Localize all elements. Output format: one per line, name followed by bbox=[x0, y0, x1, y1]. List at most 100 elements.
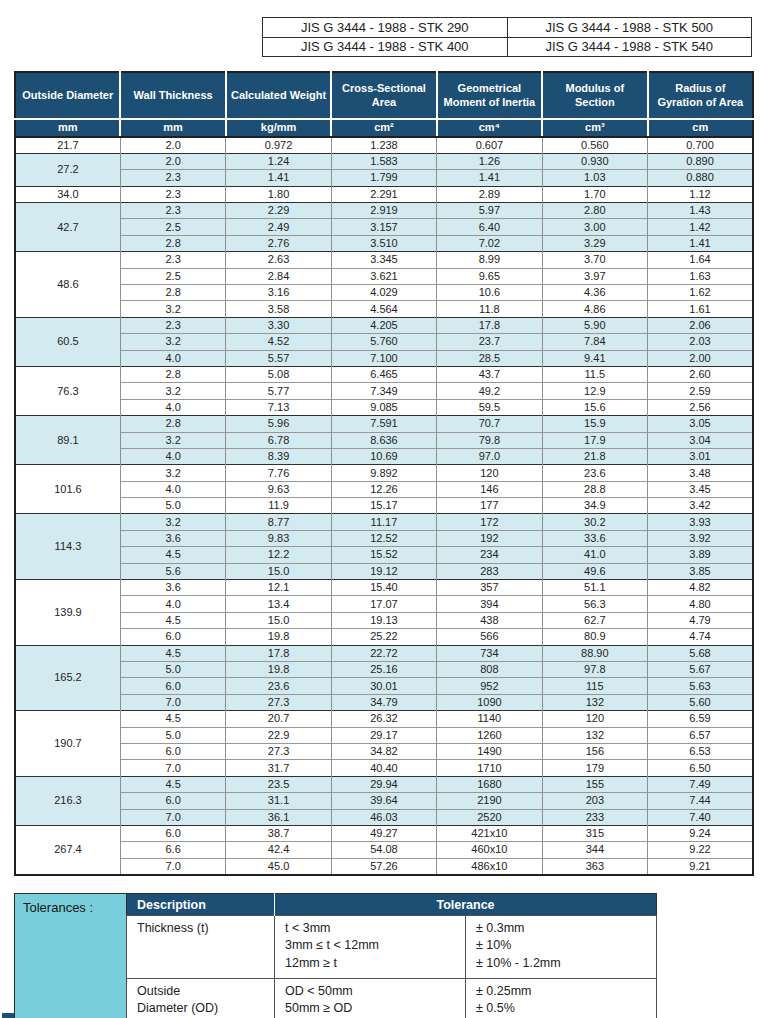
spec-value-cell: 363 bbox=[542, 858, 647, 874]
spec-value-cell: 2.3 bbox=[120, 203, 225, 219]
spec-value-cell: 1.43 bbox=[648, 203, 753, 219]
spec-value-cell: 1.583 bbox=[331, 153, 436, 169]
spec-value-cell: 4.5 bbox=[120, 645, 225, 661]
spec-value-cell: 22.72 bbox=[331, 645, 436, 661]
spec-value-cell: 38.7 bbox=[226, 825, 331, 841]
spec-row: 2.83.164.02910.64.361.62 bbox=[15, 285, 753, 301]
spec-value-cell: 344 bbox=[542, 842, 647, 858]
spec-value-cell: 3.345 bbox=[331, 252, 436, 268]
tolerance-values: ± 0.3mm ± 10% ± 10% - 1.2mm bbox=[466, 916, 657, 979]
outside-diameter-cell: 27.2 bbox=[15, 153, 120, 186]
page-corner-mark bbox=[2, 1013, 14, 1018]
spec-value-cell: 30.2 bbox=[542, 514, 647, 530]
outside-diameter-cell: 60.5 bbox=[15, 317, 120, 366]
spec-value-cell: 57.26 bbox=[331, 858, 436, 874]
spec-value-cell: 6.40 bbox=[437, 219, 542, 235]
tolerance-row-outside-diameter: Outside Diameter (OD) OD < 50mm 50mm ≥ O… bbox=[127, 978, 657, 1018]
tolerances-label: Tolerances : bbox=[14, 893, 126, 1018]
spec-row: 21.72.00.9721.2380.6070.5600.700 bbox=[15, 137, 753, 153]
spec-value-cell: 2.8 bbox=[120, 285, 225, 301]
spec-value-cell: 28.5 bbox=[437, 350, 542, 366]
spec-value-cell: 177 bbox=[437, 498, 542, 514]
column-title: Geometrical Moment of Inertia bbox=[437, 72, 542, 119]
spec-value-cell: 2.291 bbox=[331, 186, 436, 202]
spec-value-cell: 1490 bbox=[437, 743, 542, 759]
spec-value-cell: 19.8 bbox=[226, 629, 331, 645]
spec-value-cell: 1.41 bbox=[226, 170, 331, 186]
spec-row: 4.013.417.0739456.34.80 bbox=[15, 596, 753, 612]
spec-value-cell: 3.2 bbox=[120, 301, 225, 317]
catalog-page: JIS G 3444 - 1988 - STK 290 JIS G 3444 -… bbox=[0, 0, 768, 1018]
spec-value-cell: 3.16 bbox=[226, 285, 331, 301]
spec-row: 2.52.843.6219.653.971.63 bbox=[15, 268, 753, 284]
spec-value-cell: 3.30 bbox=[226, 317, 331, 333]
spec-value-cell: 0.607 bbox=[437, 137, 542, 153]
spec-value-cell: 56.3 bbox=[542, 596, 647, 612]
spec-value-cell: 1.41 bbox=[437, 170, 542, 186]
spec-value-cell: 3.157 bbox=[331, 219, 436, 235]
spec-value-cell: 4.52 bbox=[226, 334, 331, 350]
spec-value-cell: 9.085 bbox=[331, 399, 436, 415]
spec-value-cell: 6.78 bbox=[226, 432, 331, 448]
spec-value-cell: 9.41 bbox=[542, 350, 647, 366]
spec-value-cell: 3.70 bbox=[542, 252, 647, 268]
spec-value-cell: 7.44 bbox=[648, 793, 753, 809]
spec-value-cell: 460x10 bbox=[437, 842, 542, 858]
spec-value-cell: 12.26 bbox=[331, 481, 436, 497]
spec-value-cell: 2.919 bbox=[331, 203, 436, 219]
spec-value-cell: 1260 bbox=[437, 727, 542, 743]
spec-value-cell: 5.0 bbox=[120, 727, 225, 743]
spec-value-cell: 13.4 bbox=[226, 596, 331, 612]
spec-value-cell: 70.7 bbox=[437, 416, 542, 432]
spec-value-cell: 15.0 bbox=[226, 563, 331, 579]
spec-value-cell: 115 bbox=[542, 678, 647, 694]
outside-diameter-cell: 34.0 bbox=[15, 186, 120, 202]
spec-value-cell: 3.621 bbox=[331, 268, 436, 284]
spec-value-cell: 28.8 bbox=[542, 481, 647, 497]
spec-value-cell: 88.90 bbox=[542, 645, 647, 661]
spec-row: 7.027.334.7910901325.60 bbox=[15, 694, 753, 710]
spec-value-cell: 2.3 bbox=[120, 252, 225, 268]
spec-row: 3.69.8312.5219233.63.92 bbox=[15, 530, 753, 546]
column-unit: kg/mm bbox=[226, 119, 331, 137]
outside-diameter-cell: 76.3 bbox=[15, 366, 120, 415]
spec-value-cell: 11.8 bbox=[437, 301, 542, 317]
column-unit: cm² bbox=[331, 119, 436, 137]
spec-value-cell: 2.3 bbox=[120, 317, 225, 333]
spec-value-cell: 808 bbox=[437, 662, 542, 678]
spec-value-cell: 59.5 bbox=[437, 399, 542, 415]
standard-stk290: JIS G 3444 - 1988 - STK 290 bbox=[263, 18, 508, 38]
spec-row: 2.82.763.5107.023.291.41 bbox=[15, 235, 753, 251]
spec-value-cell: 62.7 bbox=[542, 612, 647, 628]
spec-row: 4.09.6312.2614628.83.45 bbox=[15, 481, 753, 497]
spec-value-cell: 4.5 bbox=[120, 776, 225, 792]
spec-value-cell: 6.0 bbox=[120, 825, 225, 841]
spec-value-cell: 11.5 bbox=[542, 366, 647, 382]
spec-value-cell: 2.56 bbox=[648, 399, 753, 415]
spec-value-cell: 394 bbox=[437, 596, 542, 612]
spec-value-cell: 3.510 bbox=[331, 235, 436, 251]
spec-value-cell: 54.08 bbox=[331, 842, 436, 858]
spec-value-cell: 15.0 bbox=[226, 612, 331, 628]
outside-diameter-cell: 165.2 bbox=[15, 645, 120, 711]
spec-value-cell: 1710 bbox=[437, 760, 542, 776]
spec-value-cell: 97.0 bbox=[437, 448, 542, 464]
spec-row: 2.52.493.1576.403.001.42 bbox=[15, 219, 753, 235]
spec-row: 42.72.32.292.9195.972.801.43 bbox=[15, 203, 753, 219]
tolerance-description: Thickness (t) bbox=[127, 916, 275, 979]
spec-row: 3.23.584.56411.84.861.61 bbox=[15, 301, 753, 317]
spec-value-cell: 4.36 bbox=[542, 285, 647, 301]
spec-value-cell: 3.48 bbox=[648, 465, 753, 481]
spec-value-cell: 10.69 bbox=[331, 448, 436, 464]
spec-value-cell: 7.0 bbox=[120, 809, 225, 825]
spec-value-cell: 6.0 bbox=[120, 743, 225, 759]
spec-value-cell: 15.9 bbox=[542, 416, 647, 432]
spec-value-cell: 33.6 bbox=[542, 530, 647, 546]
spec-value-cell: 2520 bbox=[437, 809, 542, 825]
spec-value-cell: 2.8 bbox=[120, 416, 225, 432]
spec-value-cell: 15.6 bbox=[542, 399, 647, 415]
spec-value-cell: 2.63 bbox=[226, 252, 331, 268]
spec-value-cell: 26.32 bbox=[331, 711, 436, 727]
standards-box: JIS G 3444 - 1988 - STK 290 JIS G 3444 -… bbox=[262, 17, 752, 57]
spec-value-cell: 6.53 bbox=[648, 743, 753, 759]
